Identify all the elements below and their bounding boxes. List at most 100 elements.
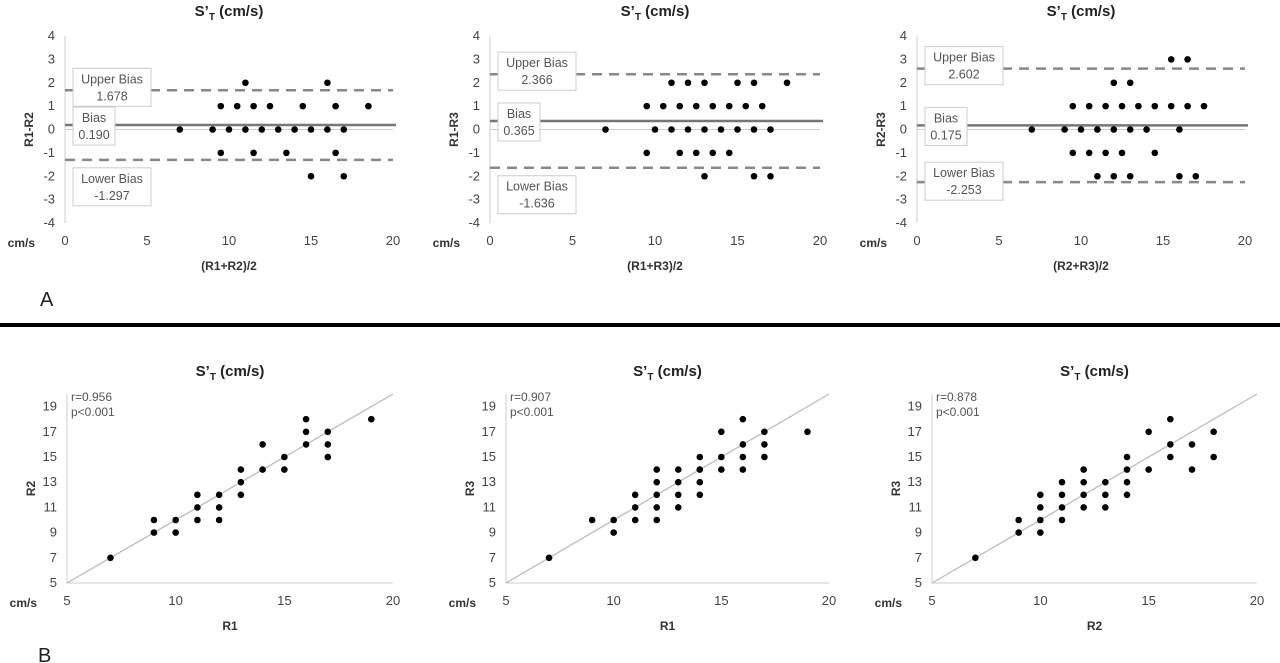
y-tick-label: 9 [915,525,922,540]
data-point [1145,428,1152,436]
upper-bias-callout: Upper Bias 1.678 [72,67,152,107]
x-axis-label: R2 [1087,619,1103,633]
data-point [761,428,768,436]
data-point [259,466,266,473]
data-point [233,102,241,110]
y-axis-label: R1-R3 [447,112,461,147]
lower-bias-callout: Lower Bias -1.297 [72,167,152,207]
data-point [150,529,158,536]
x-tick-label: 5 [502,593,509,608]
data-point [1118,149,1126,157]
x-tick-label: 15 [714,593,728,608]
data-point [1102,504,1109,511]
data-point [237,478,245,486]
y-tick-label: 13 [43,474,57,489]
r-value: r=0.956 [71,390,112,404]
data-point [767,126,774,133]
p-value: p<0.001 [936,405,980,419]
data-point [701,79,708,87]
callout-label: Lower Bias [506,180,568,194]
data-point [734,79,741,87]
data-point [1135,102,1142,110]
data-point [1126,126,1134,133]
data-point [237,466,245,473]
y-tick-label: 0 [473,122,480,137]
data-point [1080,478,1087,486]
data-point [307,172,315,180]
data-point [718,466,725,473]
y-axis-label: R2-R3 [874,112,888,147]
data-point [1167,441,1174,448]
y-tick-label: -4 [895,215,907,230]
y-tick-label: 2 [900,75,907,90]
x-tick-label: 10 [648,233,662,248]
x-tick-label: 5 [143,233,150,248]
callout-box [497,102,541,142]
callout-value: 2.602 [948,68,979,82]
panel-label-b: B [38,645,51,663]
y-tick-label: -4 [468,215,480,230]
callout-value: 0.175 [930,128,961,142]
data-point [1037,504,1044,511]
data-point [1094,172,1101,180]
data-point [653,478,661,486]
y-tick-label: -1 [43,145,55,160]
data-point [783,79,791,87]
x-tick-label: 5 [569,233,576,248]
chart-panel-6: S’T (cm/s) 19 17 15 13 11 9 7 55 10 15 20 cm/s R2 R3 r=… [875,363,1265,633]
data-point [1210,453,1217,461]
data-point [1192,172,1200,180]
y-tick-label: 19 [43,399,57,414]
y-tick-label: -2 [468,168,480,183]
x-tick-label: 10 [168,593,182,608]
data-point [676,149,684,157]
data-point [972,554,979,562]
x-axis-label: (R1+R3)/2 [627,259,683,273]
data-point [1037,516,1044,524]
data-point [1188,441,1196,448]
y-tick-label: -2 [43,168,55,183]
data-point [674,466,682,473]
chart-title: S’T (cm/s) [195,3,264,23]
x-tick-label: 10 [1074,233,1088,248]
data-point [194,504,201,511]
x-tick-label: 0 [486,233,493,248]
data-point [653,491,661,499]
data-point [291,126,298,133]
unit-label: cm/s [10,596,38,610]
chart-title: S’T (cm/s) [196,363,265,383]
data-point [684,79,692,87]
data-point [1069,149,1077,157]
data-point [631,491,639,499]
chart-title: S’T (cm/s) [1060,363,1129,383]
y-axis-label: R2 [24,481,38,497]
callout-label: Bias [934,111,958,125]
x-tick-label: 10 [606,593,620,608]
callout-value: -1.636 [519,197,554,211]
callout-box [497,175,577,215]
x-tick-label: 5 [63,593,70,608]
data-point [696,491,704,499]
panel-divider [0,323,1280,327]
data-point [324,428,332,436]
data-point [1123,478,1131,486]
callout-box [72,167,152,207]
callout-label: Lower Bias [81,172,143,186]
x-tick-label: 20 [813,233,827,248]
data-point [258,126,266,133]
y-tick-label: 2 [48,75,55,90]
data-point [1069,102,1077,110]
y-tick-label: -3 [43,192,55,207]
y-tick-label: 4 [48,28,55,43]
data-point [1037,491,1044,499]
data-point [668,126,675,133]
data-point [761,453,768,461]
data-point [631,504,639,511]
y-tick-label: 9 [489,525,496,540]
data-point [332,102,339,110]
data-point [324,453,332,461]
lower-bias-callout: Lower Bias -2.253 [924,161,1004,201]
data-point [1102,149,1109,157]
data-point [676,102,684,110]
upper-bias-callout: Upper Bias 2.602 [924,46,1004,86]
